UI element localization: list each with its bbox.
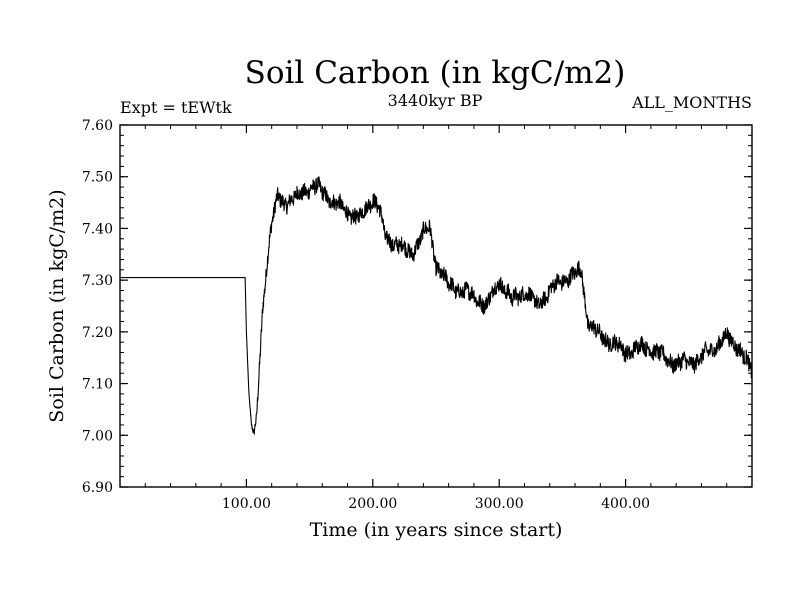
ticks-layer (120, 124, 752, 488)
x-tick-label: 300.00 (475, 496, 524, 512)
x-axis-label: Time (in years since start) (310, 519, 563, 541)
x-tick-label: 100.00 (222, 496, 271, 512)
period-label: 3440kyr BP (388, 91, 483, 110)
y-tick-label: 7.60 (82, 118, 113, 134)
y-tick-label: 7.10 (82, 377, 113, 393)
months-label: ALL_MONTHS (631, 93, 752, 112)
plot-frame (119, 124, 753, 488)
x-tick-labels: 100.00 200.00 300.00 400.00 (222, 496, 650, 512)
y-axis-label: Soil Carbon (in kgC/m2) (46, 189, 68, 422)
chart-title: Soil Carbon (in kgC/m2) (245, 55, 626, 91)
experiment-label: Expt = tEWtk (120, 98, 232, 117)
x-tick-label: 200.00 (348, 496, 397, 512)
plot-area (119, 124, 753, 488)
series-line-soil-carbon (119, 176, 753, 435)
y-tick-labels: 6.90 7.00 7.10 7.20 7.30 7.40 7.50 7.60 (82, 118, 113, 496)
data-layer (119, 176, 753, 435)
x-tick-label: 400.00 (601, 496, 650, 512)
y-tick-label: 7.20 (82, 325, 113, 341)
y-tick-label: 7.00 (82, 428, 113, 444)
y-tick-label: 6.90 (82, 480, 113, 496)
y-tick-label: 7.50 (82, 170, 113, 186)
y-tick-label: 7.40 (82, 221, 113, 237)
y-tick-label: 7.30 (82, 273, 113, 289)
